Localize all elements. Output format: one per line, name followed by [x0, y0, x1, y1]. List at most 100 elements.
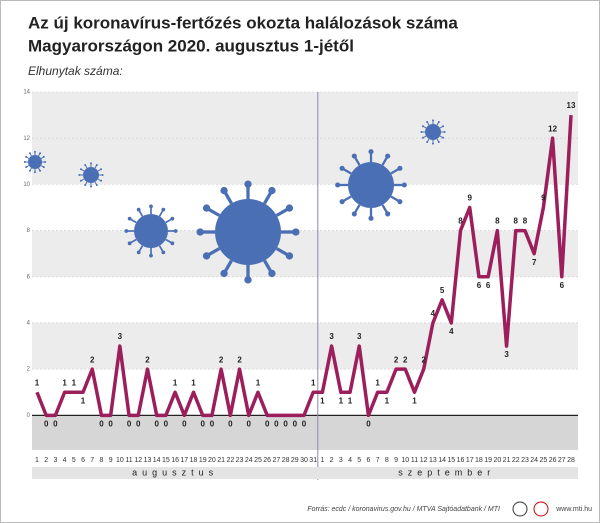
- virus-icon: [420, 119, 446, 145]
- virus-spike-tip: [170, 241, 175, 246]
- virus-spike-tip: [292, 228, 300, 236]
- x-tick-label: 19: [199, 457, 207, 464]
- data-label: 5: [440, 286, 445, 295]
- data-label: 3: [357, 332, 362, 341]
- virus-spike-tip: [432, 119, 434, 122]
- virus-spike-tip: [244, 276, 252, 284]
- data-label: 1: [348, 396, 353, 405]
- virus-spike-tip: [136, 207, 141, 212]
- x-tick-label: 7: [376, 457, 380, 464]
- virus-spike-tip: [79, 168, 82, 171]
- x-tick-label: 21: [503, 457, 511, 464]
- data-label: 8: [514, 217, 519, 226]
- x-tick-label: 18: [190, 457, 198, 464]
- data-label: 2: [394, 355, 399, 364]
- data-label: 8: [458, 217, 463, 226]
- virus-spike-tip: [161, 250, 166, 255]
- virus-spike-tip: [124, 229, 129, 233]
- x-tick-label: 29: [291, 457, 299, 464]
- y-tick-label: 0: [27, 413, 31, 419]
- x-tick-label: 26: [263, 457, 271, 464]
- x-tick-label: 16: [171, 457, 179, 464]
- data-label: 2: [237, 355, 242, 364]
- virus-body: [215, 199, 281, 265]
- data-label: 9: [541, 194, 546, 203]
- data-label: 0: [108, 419, 113, 428]
- virus-spike: [129, 238, 137, 244]
- virus-spike: [275, 247, 289, 257]
- x-tick-label: 13: [144, 457, 152, 464]
- data-label: 0: [200, 419, 205, 428]
- y-tick-label: 12: [23, 136, 30, 142]
- virus-spike-tip: [42, 166, 45, 169]
- virus-spike-tip: [335, 182, 341, 188]
- x-tick-label: 22: [512, 457, 520, 464]
- x-tick-label: 11: [411, 457, 418, 464]
- virus-spike-tip: [95, 184, 98, 187]
- virus-spike: [165, 218, 173, 224]
- virus-body: [134, 214, 168, 248]
- virus-spike: [390, 195, 400, 203]
- x-tick-label: 31: [309, 457, 317, 464]
- virus-spike-tip: [442, 125, 445, 128]
- data-label: 0: [44, 419, 49, 428]
- data-label: 1: [375, 378, 380, 387]
- data-label: 0: [302, 419, 307, 428]
- data-label: 6: [477, 281, 482, 290]
- grid-band: [32, 92, 578, 139]
- data-label: 4: [431, 309, 436, 318]
- x-tick-label: 2: [44, 457, 48, 464]
- x-tick-label: 2: [330, 457, 334, 464]
- virus-spike-tip: [385, 153, 391, 159]
- data-label: 0: [182, 419, 187, 428]
- data-label: 1: [412, 396, 417, 405]
- source: Forrás: ecdc / koronavirus.gov.hu / MTVA…: [307, 506, 500, 513]
- x-tick-label: 19: [484, 457, 492, 464]
- virus-spike-tip: [161, 207, 166, 212]
- logo: [512, 501, 528, 517]
- month-label: augusztus: [132, 467, 218, 477]
- virus-spike-tip: [100, 179, 103, 182]
- x-tick-label: 22: [226, 457, 234, 464]
- x-tick-label: 4: [63, 457, 67, 464]
- virus-spike-tip: [339, 165, 345, 171]
- virus-spike-tip: [90, 185, 92, 188]
- x-tick-label: 23: [521, 457, 529, 464]
- virus-body: [348, 162, 394, 208]
- data-label: 2: [219, 355, 224, 364]
- virus-spike-tip: [437, 120, 440, 123]
- x-tick-label: 14: [438, 457, 446, 464]
- virus-spike-tip: [220, 186, 228, 195]
- virus-spike-tip: [285, 204, 294, 212]
- data-label: 0: [293, 419, 298, 428]
- x-tick-label: 28: [282, 457, 290, 464]
- virus-spike: [158, 209, 164, 217]
- month-label: szeptember: [398, 467, 495, 477]
- site: www.mti.hu: [555, 506, 592, 513]
- virus-spike: [353, 204, 361, 214]
- data-label: 0: [247, 419, 252, 428]
- virus-spike-tip: [170, 216, 175, 221]
- virus-spike-tip: [173, 229, 178, 233]
- data-label: 0: [99, 419, 104, 428]
- x-tick-label: 17: [466, 457, 474, 464]
- data-label: 6: [560, 281, 565, 290]
- data-label: 2: [421, 355, 426, 364]
- x-tick-label: 1: [320, 457, 324, 464]
- virus-spike-tip: [84, 163, 87, 166]
- virus-spike-tip: [339, 199, 345, 205]
- x-tick-label: 15: [447, 457, 455, 464]
- virus-icon: [78, 162, 104, 188]
- data-label: 6: [486, 281, 491, 290]
- virus-spike-tip: [202, 204, 211, 212]
- data-label: 0: [283, 419, 288, 428]
- data-label: 0: [228, 419, 233, 428]
- x-tick-label: 11: [125, 457, 132, 464]
- virus-spike-tip: [127, 216, 132, 221]
- data-label: 1: [62, 378, 67, 387]
- y-tick-label: 14: [23, 90, 30, 96]
- virus-icon: [335, 149, 407, 221]
- virus-spike-tip: [79, 179, 82, 182]
- grid-band: [32, 230, 578, 277]
- data-label: 8: [495, 217, 500, 226]
